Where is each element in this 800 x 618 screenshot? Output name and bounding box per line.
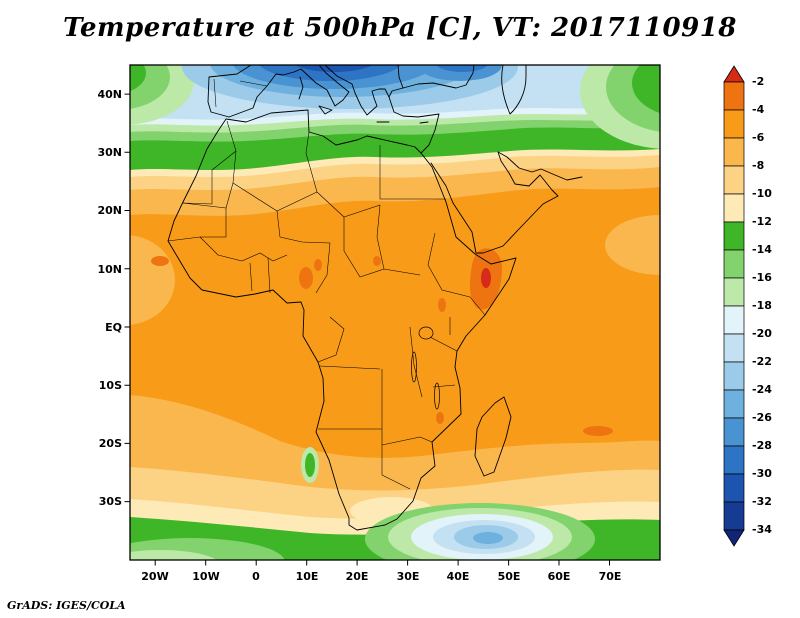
lat-tick-label: 30N [97, 146, 122, 159]
temperature-field [130, 65, 660, 560]
colorbar-band [723, 81, 745, 111]
colorbar-tick-label: -20 [752, 327, 772, 340]
colorbar-tick-label: -2 [752, 75, 765, 88]
colorbar-tick-label: -26 [752, 411, 772, 424]
lon-tick-label: 20W [141, 570, 169, 583]
lon-tick-label: 10E [295, 570, 319, 583]
colorbar-tick-label: -24 [752, 383, 772, 396]
axis-ticks [124, 93, 610, 566]
lat-tick-label: 40N [97, 88, 122, 101]
colorbar-tick-label: -34 [752, 523, 772, 536]
lon-tick-label: 70E [598, 570, 622, 583]
colorbar-tick-label: -16 [752, 271, 772, 284]
colorbar-band [723, 305, 745, 335]
lat-tick-label: 30S [98, 495, 122, 508]
colorbar-band [723, 277, 745, 307]
colorbar-tick-label: -6 [752, 131, 765, 144]
lat-tick-label: 20N [97, 204, 122, 217]
map-frame [129, 64, 661, 561]
temperature-map [124, 64, 661, 566]
colorbar-band [723, 109, 745, 139]
colorbar-band [723, 221, 745, 251]
lon-tick-label: 30E [396, 570, 420, 583]
colorbar-tick-label: -12 [752, 215, 772, 228]
colorbar-tick-label: -10 [752, 187, 772, 200]
lat-tick-label: 10N [97, 263, 122, 276]
chart-title: Temperature at 500hPa [C], VT: 201711091… [63, 13, 737, 43]
colorbar-tick-label: -8 [752, 159, 765, 172]
colorbar-band [723, 501, 745, 531]
coastlines [167, 65, 583, 531]
colorbar-band [723, 417, 745, 447]
lon-tick-label: 60E [547, 570, 571, 583]
lat-tick-label: 10S [98, 379, 122, 392]
colorbar-tick-label: -4 [752, 103, 765, 116]
colorbar-band [723, 165, 745, 195]
lon-tick-label: 50E [497, 570, 521, 583]
colorbar-band [723, 137, 745, 167]
colorbar-tick-label: -30 [752, 467, 772, 480]
colorbar-band [723, 389, 745, 419]
colorbar-bottom-arrow [723, 529, 745, 547]
lon-tick-label: 10W [192, 570, 220, 583]
lat-tick-label: 20S [98, 437, 122, 450]
colorbar-tick-label: -28 [752, 439, 772, 452]
colorbar-tick-label: -22 [752, 355, 772, 368]
colorbar-tick-label: -18 [752, 299, 772, 312]
colorbar-tick-label: -14 [752, 243, 772, 256]
colorbar-band [723, 249, 745, 279]
lon-tick-label: 20E [345, 570, 369, 583]
colorbar-band [723, 361, 745, 391]
colorbar [723, 65, 745, 547]
colorbar-top-arrow [723, 65, 745, 83]
lakes [411, 326, 440, 410]
colorbar-band [723, 333, 745, 363]
colorbar-band [723, 445, 745, 475]
lat-tick-label: EQ [105, 321, 122, 334]
colorbar-tick-label: -32 [752, 495, 772, 508]
colorbar-band [723, 193, 745, 223]
credit-text: GrADS: IGES/COLA [7, 599, 126, 612]
lon-tick-label: 40E [446, 570, 470, 583]
lon-tick-label: 0 [252, 570, 260, 583]
colorbar-band [723, 473, 745, 503]
country-borders [167, 78, 486, 490]
